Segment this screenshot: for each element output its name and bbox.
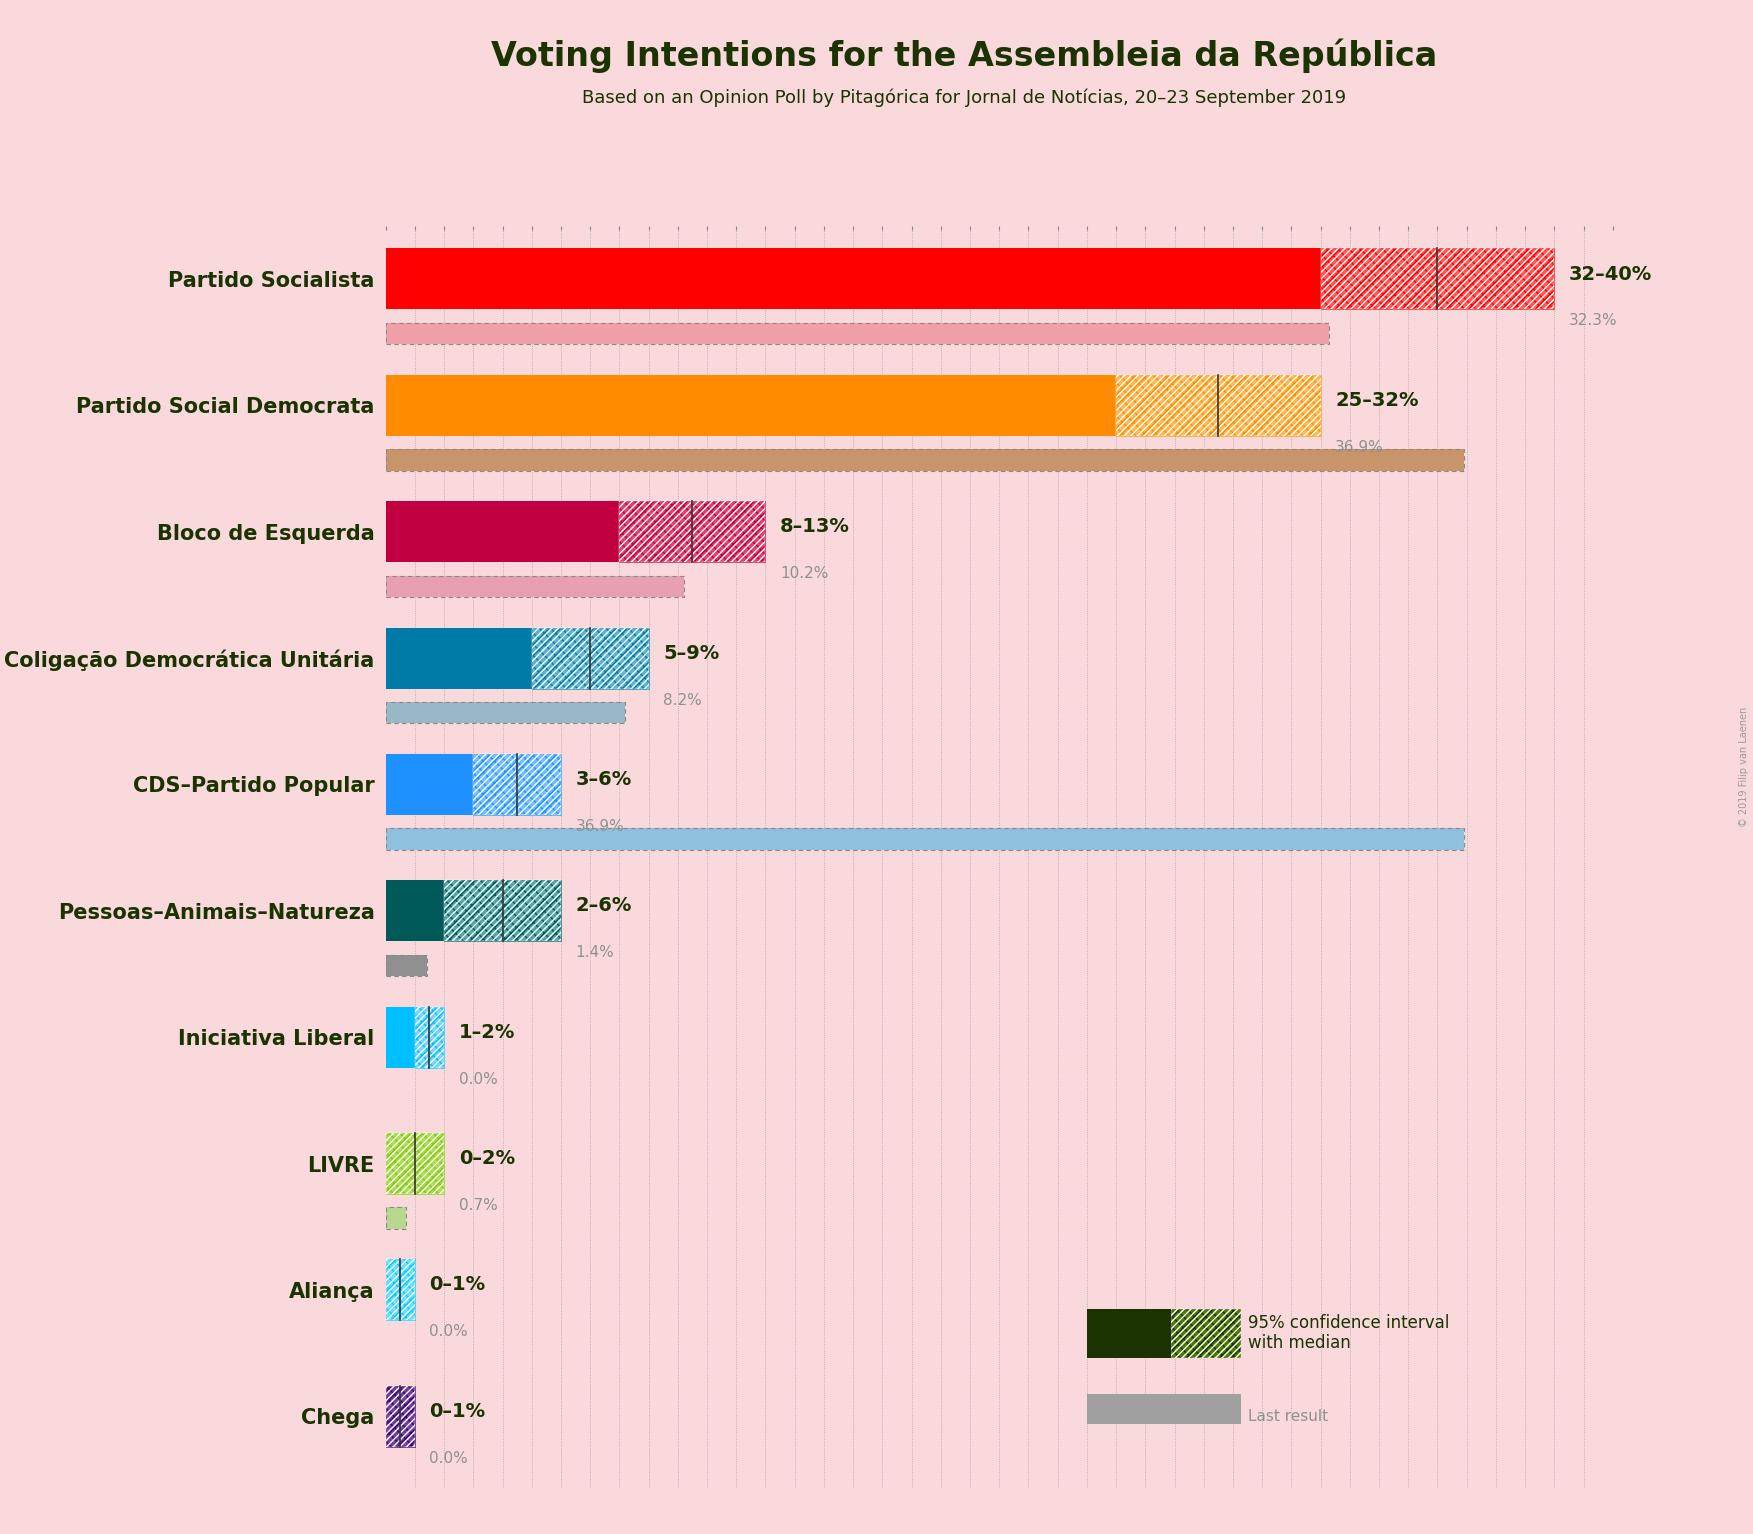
Bar <box>386 322 1329 344</box>
Bar <box>386 1006 415 1068</box>
Text: 95% confidence interval
with median: 95% confidence interval with median <box>1248 1313 1450 1353</box>
Text: 32–40%: 32–40% <box>1569 264 1651 284</box>
Bar <box>415 1006 444 1068</box>
Text: Based on an Opinion Poll by Pitagórica for Jornal de Notícias, 20–23 September 2: Based on an Opinion Poll by Pitagórica f… <box>582 89 1346 107</box>
Bar <box>386 575 684 597</box>
Text: 2–6%: 2–6% <box>575 896 631 916</box>
Bar <box>386 1207 407 1229</box>
Bar <box>531 627 649 689</box>
Bar <box>1117 374 1320 436</box>
Text: 0–1%: 0–1% <box>429 1402 486 1420</box>
Text: 10.2%: 10.2% <box>780 566 829 581</box>
Text: © 2019 Filip van Laenen: © 2019 Filip van Laenen <box>1739 707 1749 827</box>
Text: 1–2%: 1–2% <box>459 1023 515 1042</box>
Bar <box>386 881 444 942</box>
Bar <box>415 1006 444 1068</box>
Bar <box>386 753 473 815</box>
Bar <box>386 374 1117 436</box>
Text: 0–2%: 0–2% <box>459 1149 515 1167</box>
Bar <box>386 1259 415 1321</box>
Bar <box>386 1134 444 1193</box>
Bar <box>386 575 684 597</box>
Bar <box>386 1207 407 1229</box>
Bar <box>386 1385 415 1447</box>
Text: 8–13%: 8–13% <box>780 517 850 537</box>
Text: 0.0%: 0.0% <box>429 1451 468 1467</box>
Text: 0.0%: 0.0% <box>459 1072 498 1086</box>
Bar <box>444 881 561 942</box>
Bar <box>386 828 1464 850</box>
Text: 3–6%: 3–6% <box>575 770 631 788</box>
Text: 25–32%: 25–32% <box>1336 391 1418 410</box>
Text: 0.0%: 0.0% <box>429 1324 468 1339</box>
Bar <box>1320 249 1555 310</box>
Text: 0.7%: 0.7% <box>459 1198 498 1213</box>
Text: 0–1%: 0–1% <box>429 1275 486 1295</box>
Bar <box>386 703 626 724</box>
Bar <box>1320 249 1555 310</box>
Bar <box>386 1134 444 1193</box>
Text: 8.2%: 8.2% <box>663 692 701 707</box>
Bar <box>386 449 1464 471</box>
Bar <box>386 703 626 724</box>
Bar <box>386 322 1329 344</box>
Bar <box>386 1385 415 1447</box>
Text: 5–9%: 5–9% <box>663 644 719 663</box>
Bar <box>386 627 531 689</box>
Text: Voting Intentions for the Assembleia da República: Voting Intentions for the Assembleia da … <box>491 38 1437 72</box>
Bar <box>386 249 1320 310</box>
Text: 36.9%: 36.9% <box>575 819 624 834</box>
Text: Last result: Last result <box>1248 1408 1329 1424</box>
Bar <box>386 828 1464 850</box>
Bar <box>531 627 649 689</box>
Text: 32.3%: 32.3% <box>1569 313 1618 328</box>
Bar <box>386 954 426 976</box>
Text: 36.9%: 36.9% <box>1336 440 1383 456</box>
Bar <box>386 954 426 976</box>
Bar <box>1117 374 1320 436</box>
Bar <box>619 502 766 561</box>
Bar <box>473 753 561 815</box>
Bar <box>619 502 766 561</box>
Bar <box>473 753 561 815</box>
Bar <box>444 881 561 942</box>
Text: 1.4%: 1.4% <box>575 945 614 960</box>
Bar <box>386 449 1464 471</box>
Bar <box>386 1259 415 1321</box>
Bar <box>386 502 619 561</box>
